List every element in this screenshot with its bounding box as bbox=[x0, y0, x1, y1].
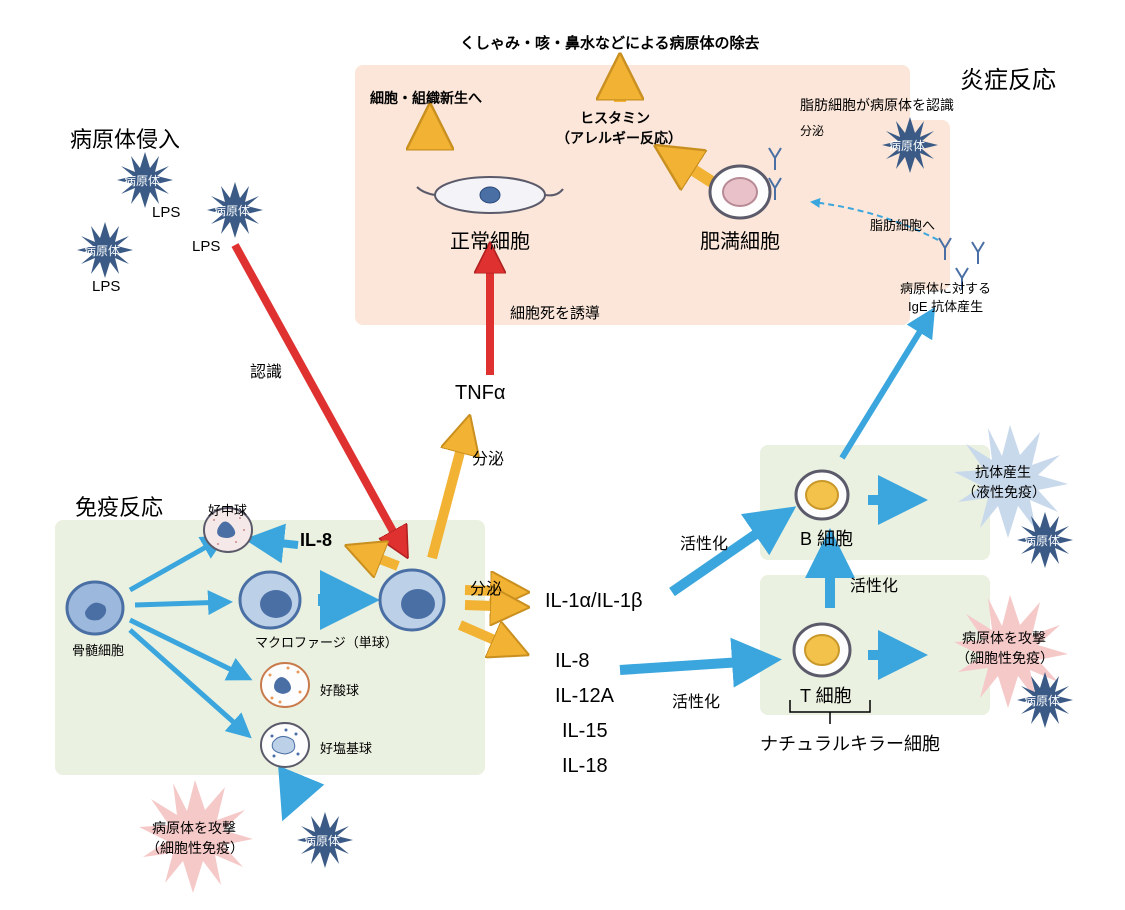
label-adipocyte-recognizes: 脂肪細胞が病原体を認識 bbox=[800, 95, 954, 115]
label-secrete-2: 分泌 bbox=[470, 575, 502, 599]
label-secrete-1: 分泌 bbox=[472, 445, 504, 469]
title-pathogen-invasion: 病原体侵入 bbox=[70, 122, 180, 154]
label-neutrophil: 好中球 bbox=[208, 500, 247, 519]
label-lps-1: LPS bbox=[152, 204, 180, 221]
label-t-cell: T 細胞 bbox=[800, 682, 852, 708]
label-mast-cell: 肥満細胞 bbox=[700, 225, 780, 254]
label-secrete-3: 分泌 bbox=[800, 122, 824, 139]
label-ab-prod-1: 抗体産生 bbox=[975, 462, 1031, 482]
pathogen-text-7: 病原体 bbox=[304, 832, 340, 849]
arrow-b-ige bbox=[842, 312, 932, 458]
region-tcell-box bbox=[760, 575, 990, 715]
label-attack-1b: （細胞性免疫） bbox=[956, 648, 1054, 668]
label-basophil: 好塩基球 bbox=[320, 738, 372, 757]
label-b-cell: B 細胞 bbox=[800, 525, 853, 551]
label-macrophage: マクロファージ（単球） bbox=[255, 632, 398, 651]
label-il8-left: IL-8 bbox=[300, 530, 332, 551]
label-histamine-1: ヒスタミン bbox=[580, 108, 650, 128]
label-nk-cell: ナチュラルキラー細胞 bbox=[760, 730, 940, 756]
label-ab-prod-2: （液性免疫） bbox=[962, 482, 1046, 502]
label-recognize: 認識 bbox=[250, 358, 282, 382]
label-regen: 細胞・組織新生へ bbox=[370, 88, 482, 108]
arrow-il8-tcell bbox=[620, 660, 772, 670]
pathogen-text-1: 病原体 bbox=[124, 172, 160, 189]
region-bcell-box bbox=[760, 445, 990, 560]
label-il12a: IL-12A bbox=[555, 685, 614, 708]
pathogen-text-5: 病原体 bbox=[1024, 532, 1060, 549]
label-il1: IL-1α/IL-1β bbox=[545, 590, 643, 613]
pathogen-text-4: 病原体 bbox=[889, 137, 925, 154]
title-immune: 免疫反応 bbox=[75, 490, 163, 522]
pathogen-text-2: 病原体 bbox=[214, 202, 250, 219]
label-removal: くしゃみ・咳・鼻水などによる病原体の除去 bbox=[460, 32, 760, 53]
label-to-adipocyte: 脂肪細胞へ bbox=[870, 215, 935, 234]
label-il8-c: IL-8 bbox=[555, 650, 589, 673]
label-activate-3: 活性化 bbox=[850, 572, 898, 596]
label-activate-1: 活性化 bbox=[680, 530, 728, 554]
title-inflammation: 炎症反応 bbox=[960, 60, 1056, 95]
pathogen-text-3: 病原体 bbox=[84, 242, 120, 259]
label-histamine-2: （アレルギー反応） bbox=[556, 128, 682, 148]
label-attack-1a: 病原体を攻撃 bbox=[962, 628, 1046, 648]
label-normal-cell: 正常細胞 bbox=[450, 225, 530, 254]
label-attack-2b: （細胞性免疫） bbox=[146, 838, 244, 858]
label-ige-1: 病原体に対する bbox=[900, 278, 991, 297]
label-lps-2: LPS bbox=[192, 238, 220, 255]
label-lps-3: LPS bbox=[92, 278, 120, 295]
label-il15: IL-15 bbox=[562, 720, 608, 743]
label-ige-2: IgE 抗体産生 bbox=[908, 296, 983, 315]
label-il18: IL-18 bbox=[562, 755, 608, 778]
arrow-attack-down bbox=[286, 778, 300, 812]
label-tnfa: TNFα bbox=[455, 382, 505, 405]
label-activate-2: 活性化 bbox=[672, 688, 720, 712]
label-eosinophil: 好酸球 bbox=[320, 680, 359, 699]
diagram-stage: 病原体侵入 炎症反応 免疫反応 LPS LPS LPS 認識 TNFα 分泌 分… bbox=[0, 0, 1125, 910]
label-bone-marrow: 骨髄細胞 bbox=[72, 640, 124, 659]
pathogen-text-6: 病原体 bbox=[1024, 692, 1060, 709]
label-attack-2a: 病原体を攻撃 bbox=[152, 818, 236, 838]
label-cell-death: 細胞死を誘導 bbox=[510, 302, 600, 323]
